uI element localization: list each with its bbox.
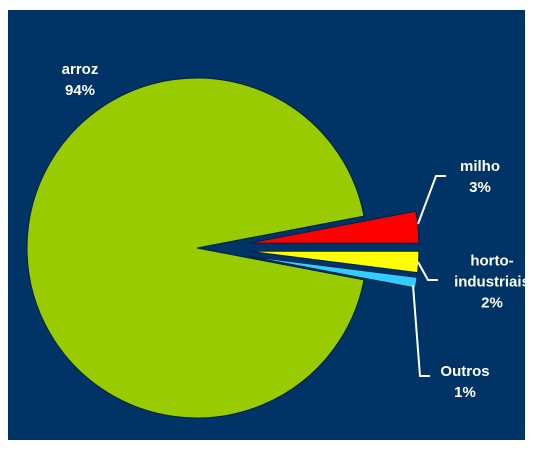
value-label: 2% — [481, 294, 503, 312]
category-label: milho — [460, 158, 500, 175]
value-label: 1% — [454, 384, 476, 401]
pie-slice — [248, 255, 418, 289]
category-label: Outros — [440, 363, 490, 380]
data-label: arroz 94% — [62, 59, 99, 101]
data-label: Outros 1% — [440, 361, 489, 403]
category-label: horto-industriais — [454, 252, 530, 291]
data-label: milho 3% — [460, 156, 500, 198]
leader-line — [412, 284, 430, 377]
value-label: 94% — [64, 82, 96, 99]
leader-line — [417, 175, 446, 225]
pie-slice — [26, 77, 365, 419]
pie-slice — [248, 210, 420, 244]
category-label: arroz — [61, 61, 99, 78]
data-label: horto-industriais 2% — [452, 251, 532, 314]
value-label: 3% — [469, 179, 491, 196]
leader-line — [417, 261, 438, 281]
